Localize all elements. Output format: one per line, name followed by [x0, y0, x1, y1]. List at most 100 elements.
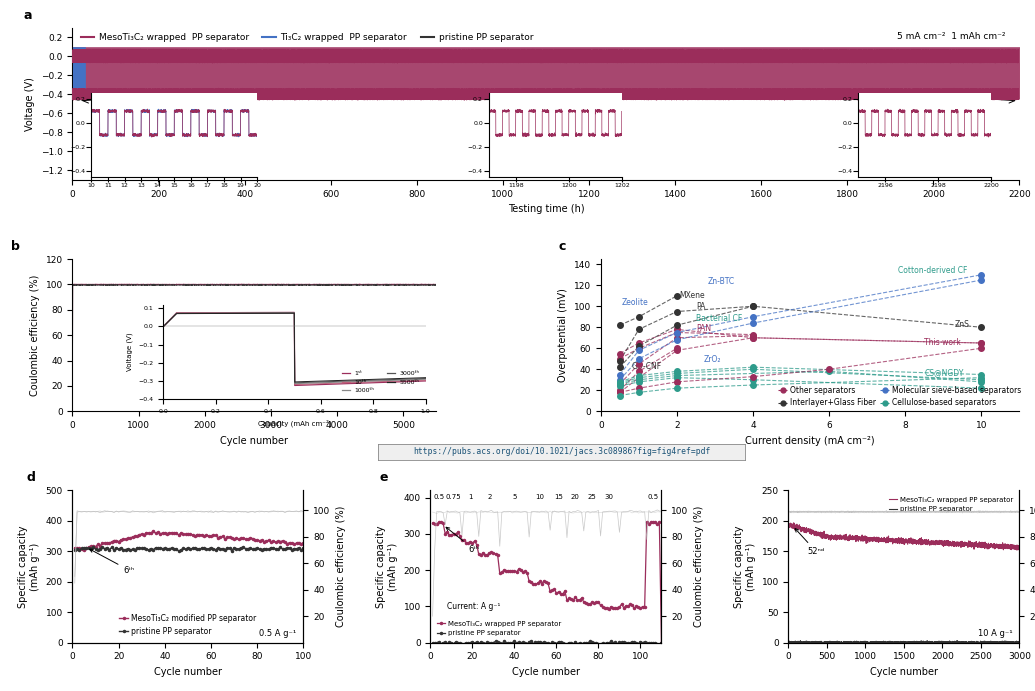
Line: pristine PP separator: pristine PP separator	[789, 641, 1019, 645]
Point	[973, 372, 989, 384]
Legend: MesoTi₃C₂ modified PP separator, pristine PP separator: MesoTi₃C₂ modified PP separator, pristin…	[116, 611, 260, 638]
MesoTi₃C₂ wrapped PP separator	[641, 518, 653, 527]
Text: b: b	[10, 240, 20, 253]
Text: CS@NGDY: CS@NGDY	[924, 368, 964, 377]
pristine PP separator	[870, 639, 883, 647]
MesoTi₃C₂ wrapped PP separator	[1009, 544, 1022, 552]
Point	[669, 345, 685, 356]
Point	[630, 341, 647, 352]
Text: ZnS: ZnS	[954, 320, 970, 329]
Text: c: c	[559, 240, 566, 253]
Text: 10: 10	[535, 495, 544, 500]
pristine PP separator	[207, 545, 219, 553]
Point	[821, 366, 837, 377]
X-axis label: Cycle number: Cycle number	[220, 435, 289, 446]
Line: MesoTi₃C₂ wrapped PP separator: MesoTi₃C₂ wrapped PP separator	[789, 523, 1019, 550]
MesoTi₃C₂ modified PP separator	[124, 533, 137, 542]
Text: 1: 1	[468, 495, 473, 500]
Text: 5 mA cm⁻² 1 mAh cm⁻²: 5 mA cm⁻² 1 mAh cm⁻²	[328, 328, 425, 337]
Legend: Other separators, Interlayer+Glass Fiber, Molecular sieve-based separators, Cell: Other separators, Interlayer+Glass Fiber…	[775, 383, 1024, 410]
Text: 5: 5	[512, 495, 516, 500]
Point	[973, 322, 989, 333]
pristine PP separator	[895, 641, 908, 649]
Legend: MesoTi₃C₂ wrapped PP separator, pristine PP separator: MesoTi₃C₂ wrapped PP separator, pristine…	[434, 618, 564, 639]
Point	[612, 369, 628, 380]
Text: This work: This work	[924, 338, 962, 347]
MesoTi₃C₂ wrapped PP separator	[871, 537, 884, 545]
MesoTi₃C₂ modified PP separator	[68, 544, 81, 552]
MesoTi₃C₂ wrapped PP separator	[881, 536, 893, 545]
Point	[630, 383, 647, 394]
pristine PP separator	[426, 639, 439, 647]
Text: 52ⁿᵈ: 52ⁿᵈ	[795, 529, 825, 556]
Text: Zn-BTC: Zn-BTC	[707, 277, 735, 286]
Y-axis label: Specific capacity
(mAh g⁻¹): Specific capacity (mAh g⁻¹)	[377, 525, 397, 608]
pristine PP separator	[297, 544, 309, 552]
Point	[973, 269, 989, 281]
Point	[669, 332, 685, 343]
pristine PP separator	[590, 639, 602, 647]
Point	[630, 343, 647, 354]
Point	[669, 370, 685, 381]
Point	[630, 372, 647, 384]
pristine PP separator	[533, 638, 545, 646]
X-axis label: Cycle number: Cycle number	[512, 667, 580, 677]
Point	[745, 363, 762, 375]
Y-axis label: Overpotential (mV): Overpotential (mV)	[558, 288, 568, 382]
Text: d: d	[26, 471, 35, 484]
pristine PP separator	[984, 639, 997, 647]
Y-axis label: Coulombic efficiency (%): Coulombic efficiency (%)	[336, 506, 346, 627]
pristine PP separator	[494, 638, 506, 647]
Point	[612, 377, 628, 388]
Text: Cotton-derived CF: Cotton-derived CF	[897, 265, 967, 274]
pristine PP separator	[951, 636, 964, 645]
Point	[612, 377, 628, 388]
MesoTi₃C₂ wrapped PP separator	[426, 519, 439, 527]
Point	[630, 377, 647, 388]
pristine PP separator	[122, 545, 135, 553]
Point	[669, 324, 685, 335]
Text: 0.5 A g⁻¹: 0.5 A g⁻¹	[259, 629, 296, 638]
pristine PP separator	[808, 638, 821, 647]
Point	[669, 327, 685, 338]
Point	[973, 337, 989, 348]
Text: e: e	[380, 471, 388, 484]
Point	[612, 361, 628, 372]
Point	[669, 306, 685, 317]
pristine PP separator	[173, 547, 185, 556]
Point	[669, 320, 685, 331]
pristine PP separator	[653, 641, 666, 649]
MesoTi₃C₂ wrapped PP separator	[808, 529, 821, 538]
Point	[669, 383, 685, 394]
Point	[630, 353, 647, 364]
Point	[973, 375, 989, 386]
Point	[669, 368, 685, 379]
MesoTi₃C₂ wrapped PP separator	[494, 569, 506, 578]
MesoTi₃C₂ wrapped PP separator	[1013, 545, 1026, 553]
Point	[669, 366, 685, 377]
Point	[745, 375, 762, 386]
Text: MXene: MXene	[679, 291, 705, 300]
Point	[973, 343, 989, 354]
pristine PP separator	[643, 638, 655, 647]
Point	[745, 332, 762, 343]
MesoTi₃C₂ wrapped PP separator	[651, 520, 663, 528]
X-axis label: Testing time (h): Testing time (h)	[507, 204, 585, 214]
Text: Bacterial CF: Bacterial CF	[696, 314, 742, 323]
Line: MesoTi₃C₂ wrapped PP separator: MesoTi₃C₂ wrapped PP separator	[432, 521, 662, 644]
Point	[745, 311, 762, 322]
Point	[612, 355, 628, 366]
pristine PP separator	[237, 543, 249, 551]
Line: MesoTi₃C₂ modified PP separator: MesoTi₃C₂ modified PP separator	[73, 530, 304, 551]
pristine PP separator	[525, 637, 537, 645]
pristine PP separator	[188, 544, 201, 552]
Point	[612, 379, 628, 390]
pristine PP separator	[782, 638, 795, 646]
Point	[669, 327, 685, 338]
Point	[612, 385, 628, 396]
MesoTi₃C₂ wrapped PP separator	[537, 577, 550, 585]
Point	[745, 318, 762, 329]
Text: 0.5: 0.5	[434, 495, 444, 500]
Text: 6ᵗʰ: 6ᵗʰ	[90, 549, 135, 575]
Text: ZrO₂: ZrO₂	[704, 355, 721, 364]
